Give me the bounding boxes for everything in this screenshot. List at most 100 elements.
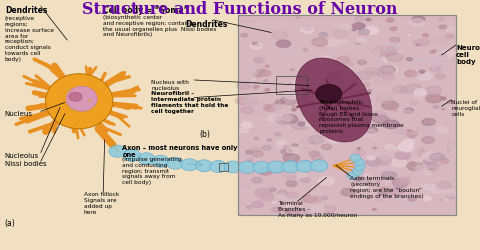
Circle shape [244,98,259,105]
Circle shape [430,153,444,161]
Circle shape [431,186,445,193]
Circle shape [446,194,455,199]
Circle shape [251,147,261,152]
Text: Dendrites: Dendrites [5,6,47,15]
Circle shape [428,168,437,173]
Circle shape [265,88,270,91]
Circle shape [435,36,449,44]
Circle shape [332,30,348,38]
Circle shape [430,65,443,72]
Circle shape [407,162,423,170]
Circle shape [327,62,337,68]
Circle shape [406,84,421,92]
Circle shape [364,27,379,34]
Circle shape [333,72,336,74]
Circle shape [379,187,391,194]
Circle shape [283,154,300,162]
Circle shape [395,127,409,134]
Circle shape [347,63,353,66]
Circle shape [284,90,301,99]
Circle shape [372,147,376,149]
Circle shape [294,86,301,90]
Circle shape [284,208,291,212]
Circle shape [254,137,259,140]
Circle shape [422,152,439,160]
Circle shape [336,122,348,128]
Circle shape [309,151,319,156]
Circle shape [439,186,455,195]
Circle shape [410,88,416,92]
Circle shape [420,44,424,46]
Circle shape [241,122,252,128]
Ellipse shape [46,74,113,129]
Circle shape [389,52,402,58]
Circle shape [416,70,420,72]
Circle shape [273,114,279,117]
Circle shape [352,29,355,31]
Circle shape [252,151,264,157]
Text: Nissi bodies: Nissi bodies [5,161,47,167]
Circle shape [410,72,420,77]
Circle shape [372,139,376,141]
Circle shape [415,165,428,172]
Circle shape [250,43,262,49]
Circle shape [305,160,309,162]
Circle shape [393,128,404,134]
Circle shape [334,70,343,74]
Ellipse shape [75,110,79,113]
Text: Cell body = “Soma”: Cell body = “Soma” [103,6,189,15]
Text: Structure and Functions of Neuron: Structure and Functions of Neuron [82,1,398,18]
Circle shape [382,101,398,110]
Circle shape [422,196,431,200]
Ellipse shape [181,159,198,171]
Circle shape [305,122,312,126]
Circle shape [303,211,308,214]
Circle shape [337,81,354,90]
Circle shape [255,74,262,78]
Circle shape [319,32,328,37]
Circle shape [410,136,415,138]
Circle shape [424,184,433,188]
Circle shape [281,118,286,121]
Circle shape [300,138,311,144]
Ellipse shape [167,157,184,169]
Circle shape [366,68,382,76]
Circle shape [426,163,439,170]
Circle shape [385,186,388,188]
Circle shape [363,83,370,87]
Circle shape [400,177,411,183]
Circle shape [262,191,274,198]
Circle shape [439,25,447,29]
Circle shape [398,197,413,205]
Circle shape [372,115,388,124]
Circle shape [436,127,447,133]
Circle shape [392,159,407,167]
Circle shape [340,128,356,137]
Circle shape [335,63,342,67]
Circle shape [425,86,442,94]
Circle shape [398,143,414,151]
Circle shape [292,121,309,130]
Circle shape [430,51,434,53]
Circle shape [386,18,394,22]
Ellipse shape [210,160,227,172]
Circle shape [308,153,317,158]
Ellipse shape [61,93,65,95]
Circle shape [382,74,395,80]
Circle shape [312,154,323,160]
Circle shape [255,104,264,108]
Circle shape [237,82,251,89]
Text: (biosynthetic center
and receptive region; contains
the usual organelles plus  N: (biosynthetic center and receptive regio… [103,15,216,38]
Circle shape [278,190,288,196]
Circle shape [376,181,380,183]
Circle shape [400,146,412,152]
Circle shape [311,194,316,196]
Circle shape [354,72,371,80]
Circle shape [301,26,313,33]
Circle shape [441,97,446,100]
Circle shape [424,184,435,190]
Circle shape [380,66,390,71]
Circle shape [281,149,293,155]
Circle shape [408,28,411,30]
Text: Neurofibril -: Neurofibril - [151,91,194,96]
